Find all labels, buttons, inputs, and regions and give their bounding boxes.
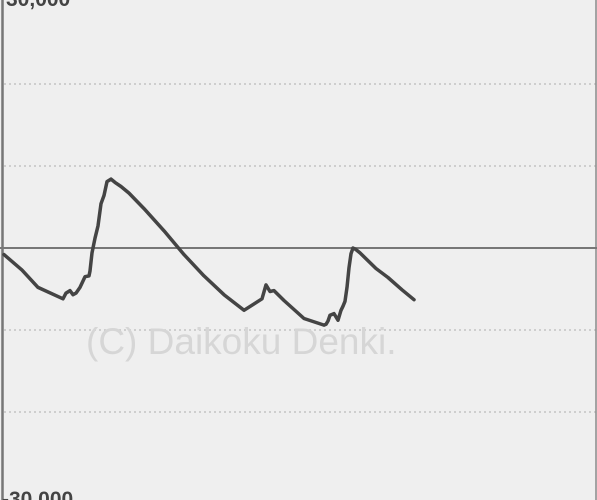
watermark-text: (C) Daikoku Denki. xyxy=(86,321,396,362)
y-tick-label-top: 30,000 xyxy=(6,0,70,11)
series-line xyxy=(2,177,416,327)
gridlines xyxy=(4,83,597,413)
y-tick-label-bottom: -30,000 xyxy=(2,488,73,500)
